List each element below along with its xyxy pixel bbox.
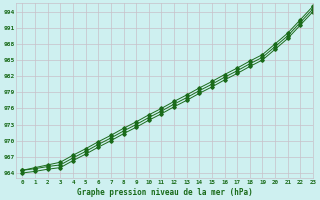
X-axis label: Graphe pression niveau de la mer (hPa): Graphe pression niveau de la mer (hPa) [77,188,252,197]
